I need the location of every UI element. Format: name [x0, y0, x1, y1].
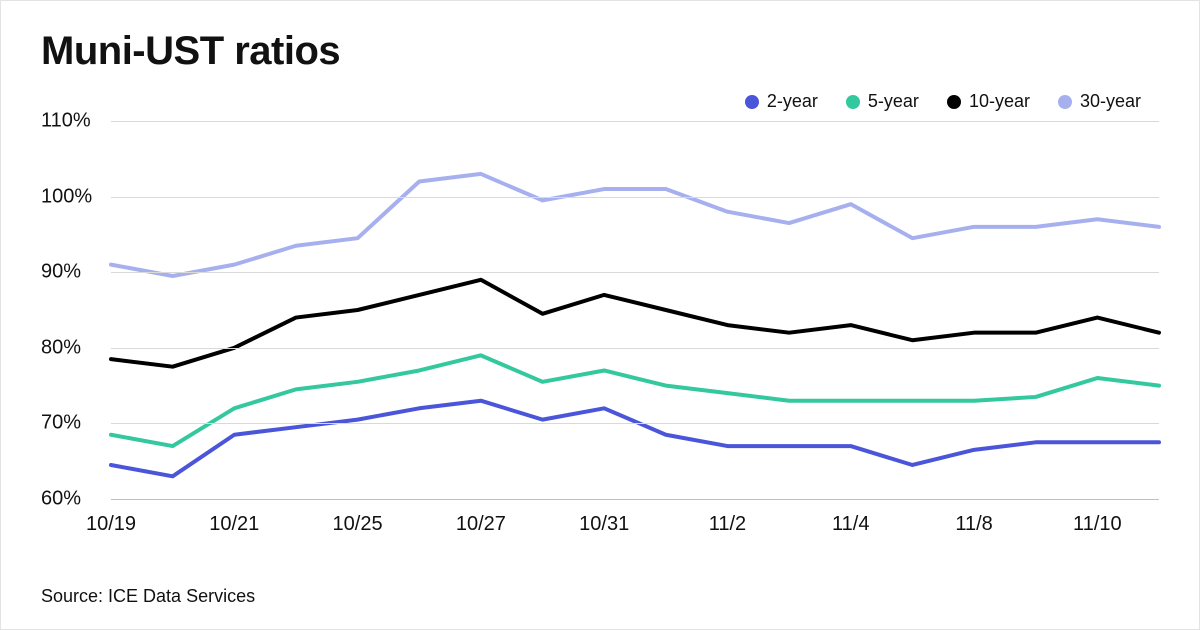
chart-area: 60%70%80%90%100%110%10/1910/2110/2510/27… — [41, 121, 1159, 539]
x-axis-label: 11/4 — [832, 513, 869, 536]
series-line-2-year — [111, 401, 1159, 477]
y-axis-label: 100% — [41, 185, 92, 208]
y-axis-label: 60% — [41, 488, 81, 511]
y-axis-label: 80% — [41, 336, 81, 359]
series-line-30-year — [111, 174, 1159, 276]
x-axis-label: 10/25 — [333, 513, 383, 536]
legend-item-30-year: 30-year — [1058, 91, 1141, 112]
legend-dot-icon — [846, 95, 860, 109]
x-axis-label: 11/10 — [1073, 513, 1122, 536]
y-axis-label: 90% — [41, 261, 81, 284]
line-plot-svg — [111, 121, 1159, 499]
legend-item-2-year: 2-year — [745, 91, 818, 112]
legend-label: 5-year — [868, 91, 919, 112]
x-axis-line — [111, 499, 1159, 500]
legend-dot-icon — [947, 95, 961, 109]
legend: 2-year 5-year 10-year 30-year — [745, 91, 1141, 112]
gridline — [111, 197, 1159, 198]
legend-item-10-year: 10-year — [947, 91, 1030, 112]
x-axis-label: 10/19 — [86, 513, 136, 536]
legend-label: 10-year — [969, 91, 1030, 112]
x-axis-label: 10/27 — [456, 513, 506, 536]
y-axis-label: 110% — [41, 110, 91, 133]
gridline — [111, 121, 1159, 122]
x-axis-label: 10/21 — [209, 513, 259, 536]
chart-title: Muni-UST ratios — [41, 29, 1159, 74]
legend-item-5-year: 5-year — [846, 91, 919, 112]
gridline — [111, 423, 1159, 424]
x-axis-label: 10/31 — [579, 513, 629, 536]
source-label: Source: ICE Data Services — [41, 586, 255, 607]
y-axis-label: 70% — [41, 412, 81, 435]
gridline — [111, 348, 1159, 349]
gridline — [111, 272, 1159, 273]
legend-dot-icon — [1058, 95, 1072, 109]
x-axis-label: 11/2 — [709, 513, 746, 536]
legend-dot-icon — [745, 95, 759, 109]
chart-card: Muni-UST ratios 2-year 5-year 10-year 30-ye… — [0, 0, 1200, 630]
x-axis-label: 11/8 — [955, 513, 992, 536]
legend-label: 30-year — [1080, 91, 1141, 112]
plot-area — [111, 121, 1159, 499]
legend-label: 2-year — [767, 91, 818, 112]
series-line-10-year — [111, 280, 1159, 367]
